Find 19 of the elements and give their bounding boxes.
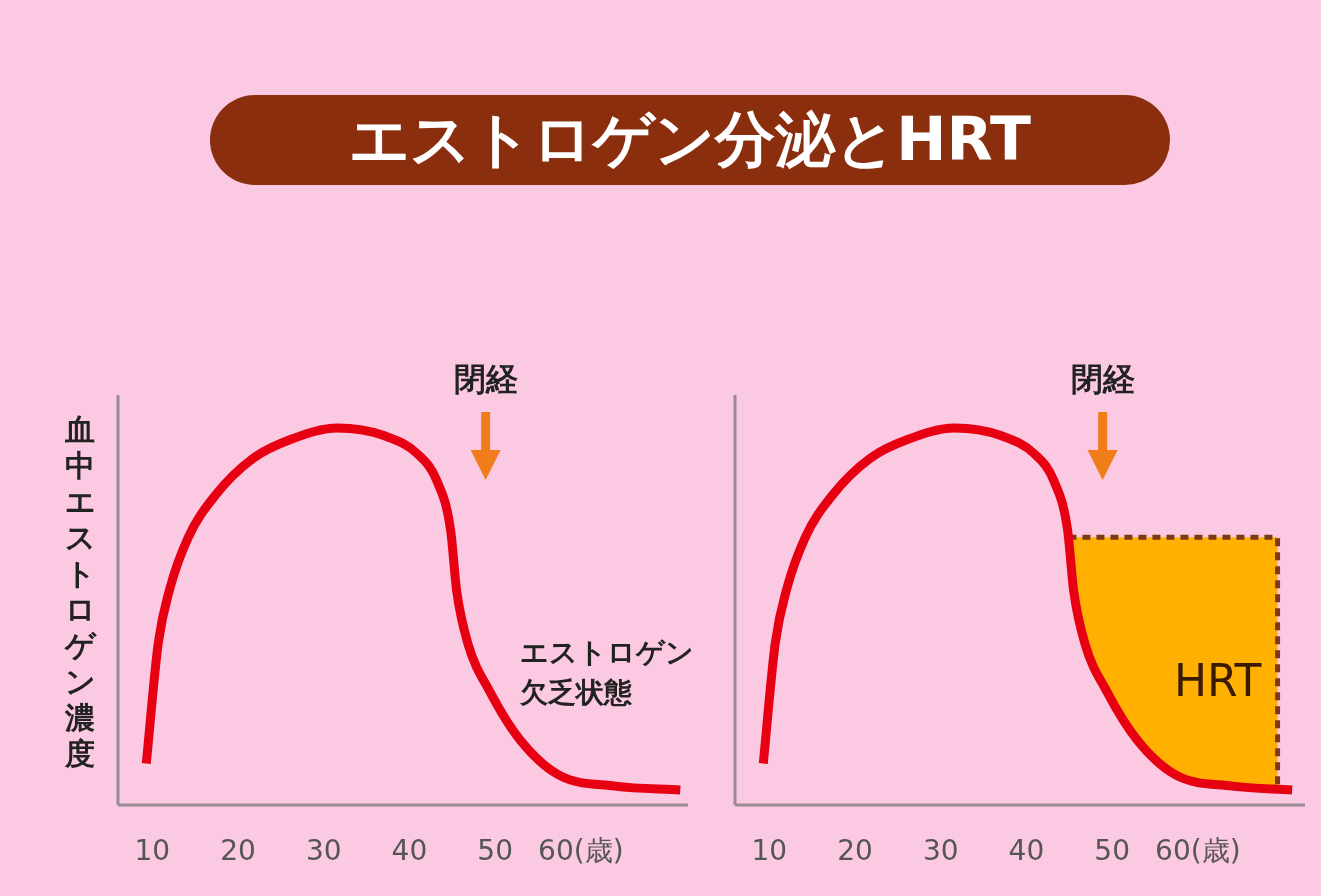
x-tick-label: 60(歳) [538, 834, 624, 867]
text: 血中エストロゲン濃度 [64, 412, 96, 771]
text: 閉経 [1070, 360, 1135, 398]
text: 閉経 [453, 360, 518, 398]
x-tick-label: 10 [751, 834, 788, 867]
x-tick-label: 20 [220, 834, 256, 867]
x-tick-label: 50 [477, 834, 513, 867]
chart-title: エストロゲン分泌とHRT [349, 104, 1031, 174]
x-tick-label: 40 [391, 834, 428, 867]
x-tick-label: 30 [305, 834, 342, 867]
annotation: エストロゲン [520, 636, 694, 669]
series-label: HRT [1174, 655, 1262, 707]
x-tick-label: 10 [134, 834, 171, 867]
x-tick-label: 30 [922, 834, 959, 867]
x-tick-label: 60(歳) [1155, 834, 1241, 867]
x-tick-label: 40 [1008, 834, 1045, 867]
annotation: 欠乏状態 [519, 676, 633, 709]
x-tick-label: 50 [1094, 834, 1130, 867]
x-tick-label: 20 [837, 834, 873, 867]
